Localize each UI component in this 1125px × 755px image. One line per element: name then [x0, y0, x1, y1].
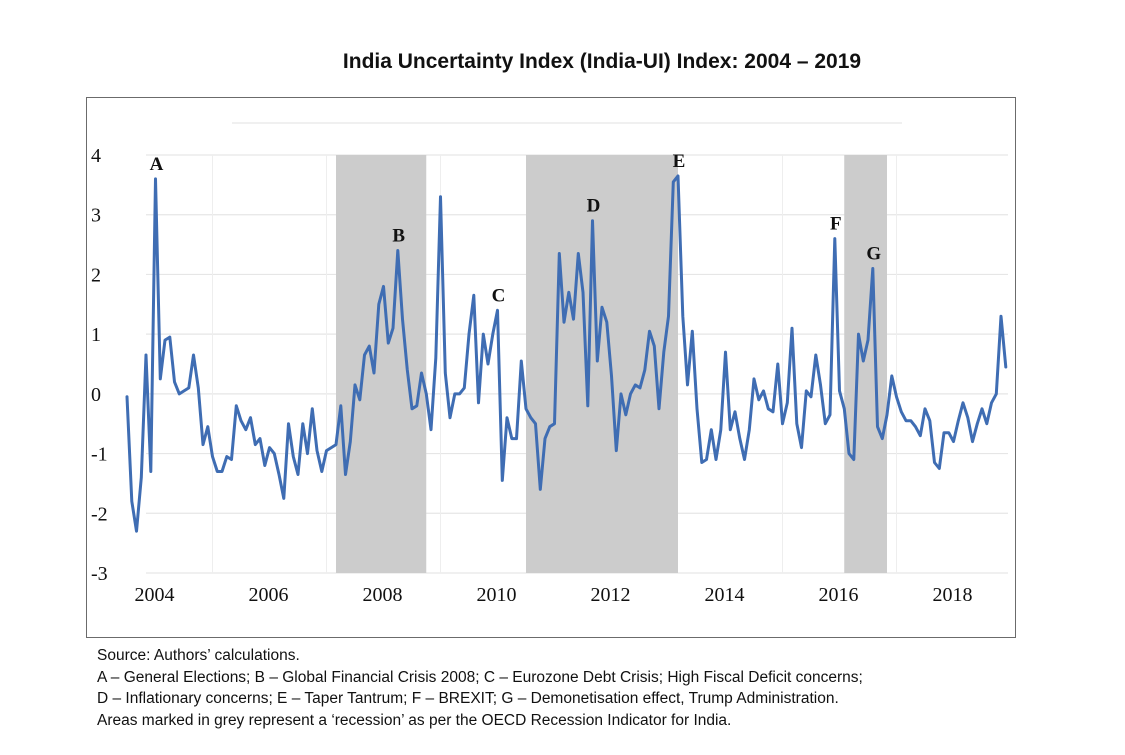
- x-tick-label: 2016: [819, 584, 859, 606]
- annotation-f: F: [830, 214, 842, 235]
- x-tick-label: 2008: [363, 584, 403, 606]
- y-tick-label: 4: [91, 145, 101, 167]
- x-tick-label: 2014: [705, 584, 745, 606]
- y-tick-label: -3: [91, 563, 108, 585]
- annotation-d: D: [587, 196, 601, 217]
- recession-band: [526, 155, 678, 573]
- x-tick-label: 2012: [591, 584, 631, 606]
- annotation-g: G: [866, 243, 881, 264]
- legend-note-1: A – General Elections; B – Global Financ…: [97, 668, 863, 686]
- y-tick-label: 1: [91, 324, 101, 346]
- legend-note-2: D – Inflationary concerns; E – Taper Tan…: [97, 690, 839, 707]
- chart-frame: [86, 97, 1016, 638]
- recession-band: [336, 155, 427, 573]
- x-tick-label: 2004: [135, 584, 175, 606]
- x-tick-label: 2018: [933, 584, 973, 606]
- chart-notes: Source: Authors’ calculations. A – Gener…: [97, 645, 1097, 731]
- annotation-e: E: [673, 151, 686, 172]
- y-tick-label: 2: [91, 264, 101, 286]
- recession-band: [844, 155, 887, 573]
- x-tick-label: 2010: [477, 584, 517, 606]
- series-lines: [125, 174, 1008, 533]
- y-tick-label: -1: [91, 444, 108, 466]
- series-line-india-ui: [125, 174, 1008, 533]
- y-axis-ticks: 4 3 2 1 0 -1 -2 -3: [91, 145, 108, 585]
- x-axis-ticks: 2004 2006 2008 2010 2012 2014 2016 2018: [135, 584, 973, 606]
- chart-title: India Uncertainty Index (India-UI) Index…: [342, 50, 862, 73]
- recession-note: Areas marked in grey represent a ‘recess…: [97, 711, 732, 729]
- event-annotations: A B C D E F G: [150, 151, 882, 306]
- annotation-b: B: [392, 226, 405, 247]
- annotation-c: C: [492, 285, 506, 306]
- annotation-a: A: [150, 154, 164, 175]
- x-tick-label: 2006: [249, 584, 289, 606]
- y-tick-label: 3: [91, 205, 101, 227]
- y-tick-label: 0: [91, 384, 101, 406]
- recession-bands: [336, 155, 887, 573]
- y-tick-label: -2: [91, 503, 108, 525]
- source-note: Source: Authors’ calculations.: [97, 647, 300, 664]
